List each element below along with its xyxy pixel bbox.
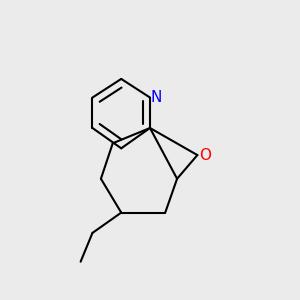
Text: O: O [199, 148, 211, 163]
Text: N: N [150, 90, 162, 105]
